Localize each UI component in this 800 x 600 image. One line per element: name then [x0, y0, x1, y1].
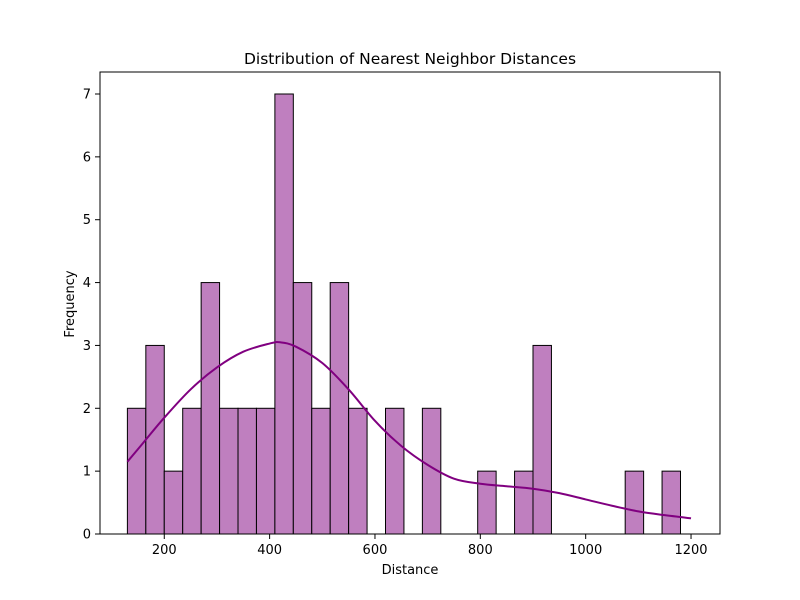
x-tick-label: 800: [468, 543, 493, 558]
histogram-bar-16: [514, 470, 534, 535]
histogram-bar-11: [329, 282, 350, 535]
histogram-bar-12: [348, 407, 368, 535]
x-tick-label: 200: [152, 543, 177, 558]
histogram-bar-1: [145, 344, 165, 535]
y-tick-label: 2: [83, 402, 91, 417]
histogram-bar-17: [532, 344, 552, 535]
plot-area-frame: [99, 71, 721, 535]
x-tick-label: 1000: [569, 543, 602, 558]
x-tick-label: 400: [257, 543, 282, 558]
y-tick-label: 0: [83, 528, 91, 543]
histogram-bar-8: [274, 93, 294, 535]
histogram-bar-7: [255, 407, 276, 535]
histogram-bar-2: [163, 470, 184, 535]
x-axis-label: Distance: [382, 563, 439, 578]
x-tick-label: 600: [363, 543, 388, 558]
histogram-bar-18: [624, 470, 645, 535]
y-tick-label: 7: [83, 88, 91, 103]
x-tick-label: 1200: [674, 543, 707, 558]
histogram-bar-13: [385, 407, 405, 535]
kde-curve: [126, 341, 692, 520]
y-tick-label: 5: [83, 213, 91, 228]
histogram-bar-19: [661, 470, 681, 535]
histogram-bar-15: [477, 470, 497, 535]
histogram-bar-10: [311, 407, 331, 535]
y-axis-ticks: 0 1 2 3 4 5 6 7: [83, 88, 100, 543]
histogram-bar-5: [219, 407, 239, 535]
y-tick-label: 3: [83, 339, 91, 354]
chart-title: Distribution of Nearest Neighbor Distanc…: [244, 50, 576, 68]
histogram-bar-9: [292, 282, 313, 535]
y-tick-label: 6: [83, 150, 91, 165]
histogram-bar-0: [126, 407, 147, 535]
histogram-bar-6: [237, 407, 257, 535]
histogram-bar-4: [200, 282, 221, 535]
histogram-bars: [126, 93, 681, 535]
y-axis-label: Frequency: [63, 270, 78, 337]
y-tick-label: 4: [83, 276, 91, 291]
x-axis-ticks: 200 400 600 800 1000 1200: [152, 534, 708, 558]
histogram-bar-3: [182, 407, 202, 535]
y-tick-label: 1: [83, 465, 91, 480]
